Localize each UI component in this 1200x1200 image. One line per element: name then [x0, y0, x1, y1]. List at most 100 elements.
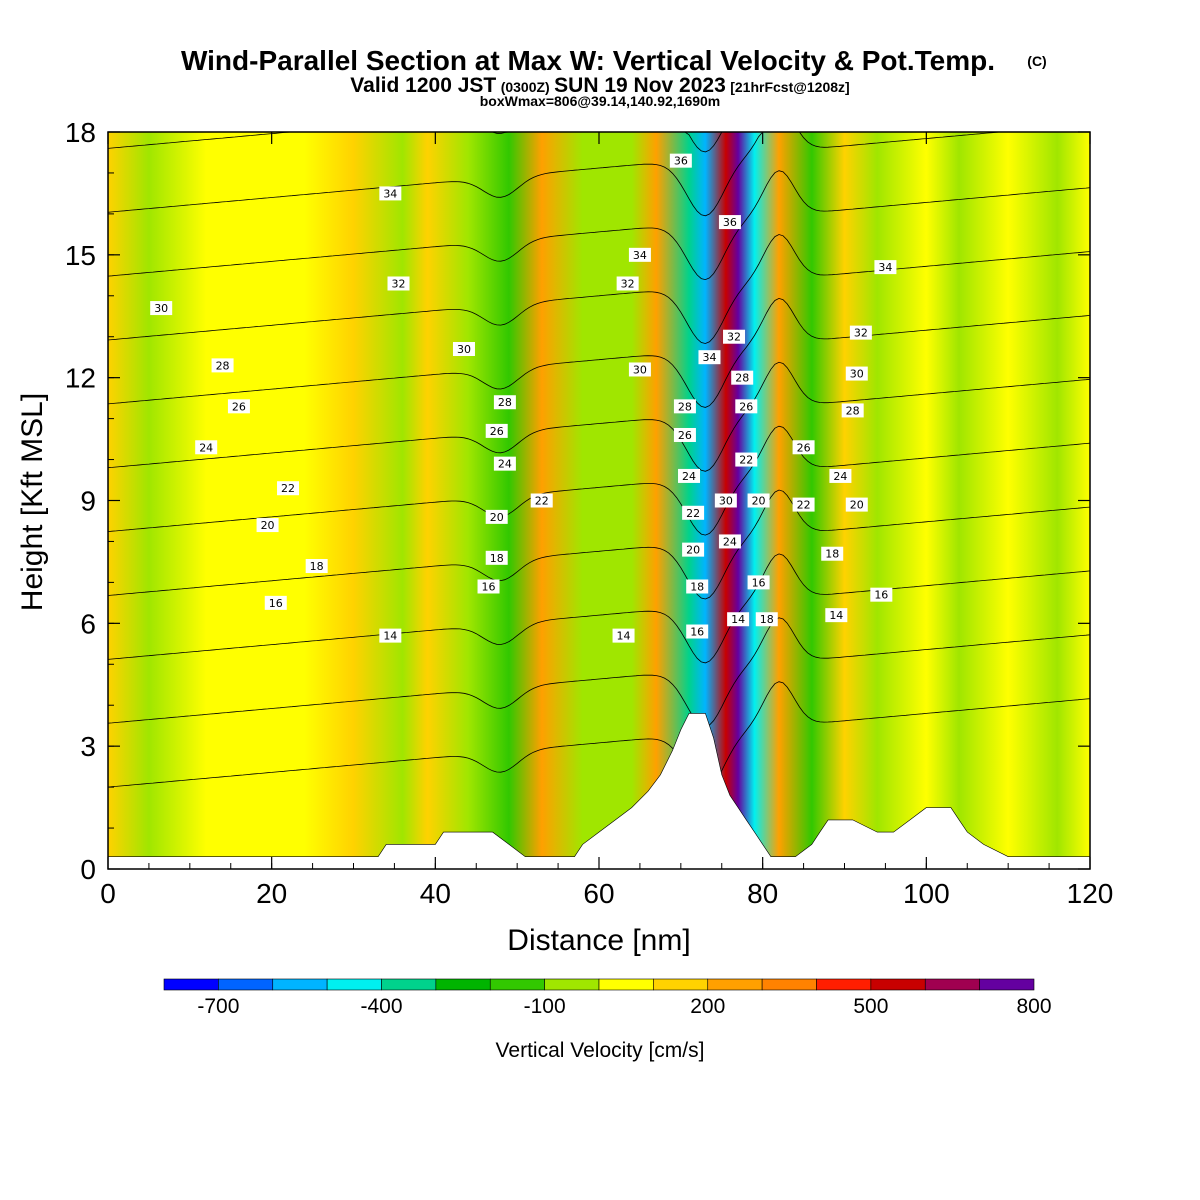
colorbar	[163, 978, 1035, 991]
contour-label-bg	[735, 399, 758, 414]
contour-label: 24	[493, 456, 516, 471]
contour-label: 30	[452, 342, 475, 357]
contour-label: 20	[747, 493, 770, 508]
contour-label-bg	[277, 481, 300, 496]
x-tick-label: 80	[747, 878, 778, 909]
x-tick-label: 120	[1067, 878, 1114, 909]
contour-label-bg	[747, 493, 770, 508]
x-tick-label: 20	[256, 878, 287, 909]
subtitle-zulu-time: (0300Z)	[501, 79, 550, 95]
contour-label-bg	[825, 608, 848, 623]
contour-label: 20	[256, 518, 279, 533]
y-tick-label: 18	[65, 117, 96, 148]
contour-label-text: 18	[690, 580, 704, 593]
colorbar-swatch	[544, 978, 600, 991]
contour-label-bg	[821, 546, 844, 561]
contour-label-bg	[686, 624, 709, 639]
contour-label-bg	[673, 427, 696, 442]
plot-area: 30 28 26 24 22 20 18 16 14 34 32 30 28 26 24 22 20 18 16 34…	[108, 132, 1090, 869]
chart-title: Wind-Parallel Section at Max W: Vertical…	[181, 45, 995, 76]
contour-label-text: 28	[846, 404, 860, 417]
contour-label-bg	[727, 612, 750, 627]
contour-label-bg	[493, 395, 516, 410]
contour-label: 14	[612, 628, 635, 643]
contour-label-text: 30	[850, 368, 864, 381]
contour-label: 14	[825, 608, 848, 623]
x-axis: 0 20 40 60 80 100 120	[100, 132, 1113, 909]
contour-label-bg	[673, 399, 696, 414]
contour-label: 32	[616, 276, 639, 291]
contour-label-bg	[845, 366, 868, 381]
contour-label-text: 28	[678, 400, 692, 413]
contour-label-text: 26	[232, 400, 246, 413]
contour-label: 24	[718, 534, 741, 549]
colorbar-swatch	[489, 978, 545, 991]
theta-line	[108, 425, 1090, 536]
contour-label: 22	[277, 481, 300, 496]
contour-labels: 30 28 26 24 22 20 18 16 14 34 32 30 28 26 24 22 20 18 16 34…	[150, 153, 897, 643]
contour-label-text: 34	[633, 249, 647, 262]
contour-label-bg	[628, 247, 651, 262]
contour-label-bg	[379, 628, 402, 643]
contour-label-bg	[493, 456, 516, 471]
contour-label-text: 32	[621, 277, 635, 290]
contour-label: 30	[628, 362, 651, 377]
contour-label-text: 34	[702, 351, 716, 364]
contour-label-bg	[829, 468, 852, 483]
contour-label: 14	[379, 628, 402, 643]
contour-label-text: 32	[854, 327, 868, 340]
contour-label: 28	[841, 403, 864, 418]
colorbar-tick-label: -700	[197, 995, 239, 1018]
contour-label: 14	[727, 612, 750, 627]
contour-label: 28	[673, 399, 696, 414]
y-tick-label: 6	[80, 608, 96, 639]
contour-label-text: 34	[878, 261, 892, 274]
contour-label-bg	[379, 186, 402, 201]
contour-label-bg	[678, 468, 701, 483]
contour-label-text: 16	[874, 589, 888, 602]
contour-label-bg	[731, 370, 754, 385]
contour-label-text: 26	[797, 441, 811, 454]
contour-label: 34	[698, 350, 721, 365]
contour-label-text: 26	[739, 400, 753, 413]
y-tick-label: 0	[80, 854, 96, 885]
contour-label-bg	[723, 329, 746, 344]
contour-label: 18	[305, 559, 328, 574]
contour-label-text: 16	[690, 626, 704, 639]
contour-label: 36	[718, 215, 741, 230]
colorbar-label: Vertical Velocity [cm/s]	[496, 1039, 705, 1062]
contour-label-text: 20	[261, 519, 275, 532]
theta-line	[108, 617, 1090, 728]
contour-label: 26	[735, 399, 758, 414]
contour-label-bg	[714, 493, 737, 508]
contour-label-bg	[485, 509, 508, 524]
contour-label: 26	[485, 423, 508, 438]
contour-label-text: 28	[735, 372, 749, 385]
contour-label-text: 16	[482, 580, 496, 593]
contour-label: 18	[485, 550, 508, 565]
contour-label: 24	[195, 440, 218, 455]
contour-label-bg	[870, 587, 893, 602]
subtitle-valid-time: Valid 1200 JST	[350, 74, 496, 97]
colorbar-swatch	[326, 978, 382, 991]
contour-label-text: 16	[752, 576, 766, 589]
contour-label-text: 24	[833, 470, 847, 483]
colorbar-swatch	[163, 978, 219, 991]
contour-label-text: 22	[686, 507, 700, 520]
contour-label-text: 30	[633, 363, 647, 376]
colorbar-tick-label: 200	[690, 995, 725, 1018]
contour-label: 24	[829, 468, 852, 483]
contour-label-bg	[792, 497, 815, 512]
contour-label-bg	[628, 362, 651, 377]
contour-label-bg	[485, 550, 508, 565]
contour-label: 30	[150, 301, 173, 316]
contour-label: 26	[792, 440, 815, 455]
contour-label-text: 32	[727, 331, 741, 344]
contour-label-text: 32	[392, 277, 406, 290]
contour-label: 16	[477, 579, 500, 594]
contour-label-text: 16	[269, 597, 283, 610]
contour-label-text: 30	[457, 343, 471, 356]
contour-label: 16	[264, 595, 287, 610]
contour-label-bg	[452, 342, 475, 357]
